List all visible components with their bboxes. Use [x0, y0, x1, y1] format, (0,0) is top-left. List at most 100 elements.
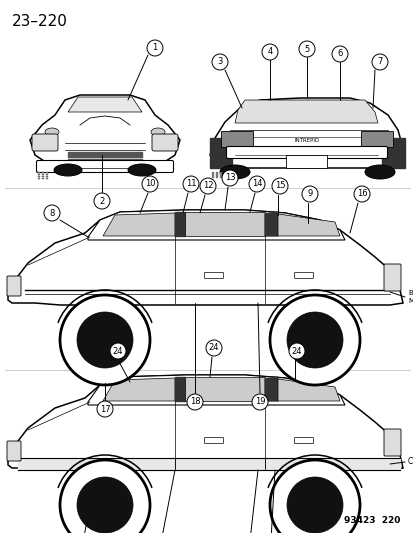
- FancyBboxPatch shape: [152, 134, 178, 151]
- FancyBboxPatch shape: [46, 176, 48, 177]
- Polygon shape: [68, 97, 142, 112]
- Text: 24: 24: [112, 346, 123, 356]
- FancyBboxPatch shape: [42, 178, 44, 179]
- Text: 5: 5: [304, 44, 309, 53]
- Text: 14: 14: [251, 180, 261, 189]
- Text: 24: 24: [208, 343, 219, 352]
- Polygon shape: [68, 152, 142, 157]
- FancyBboxPatch shape: [216, 176, 218, 177]
- Circle shape: [331, 46, 347, 62]
- Polygon shape: [65, 143, 145, 150]
- Circle shape: [269, 460, 359, 533]
- Polygon shape: [277, 379, 339, 401]
- FancyBboxPatch shape: [383, 429, 400, 456]
- Text: 15: 15: [274, 182, 285, 190]
- Circle shape: [211, 54, 228, 70]
- Text: CLADDING: CLADDING: [407, 457, 413, 466]
- Polygon shape: [209, 98, 402, 168]
- FancyBboxPatch shape: [32, 134, 58, 151]
- Circle shape: [142, 176, 158, 192]
- Circle shape: [269, 295, 359, 385]
- FancyBboxPatch shape: [204, 272, 223, 279]
- FancyBboxPatch shape: [360, 131, 392, 147]
- FancyBboxPatch shape: [223, 172, 225, 174]
- Polygon shape: [68, 159, 142, 163]
- Ellipse shape: [128, 164, 156, 176]
- Text: INTREPID: INTREPID: [294, 138, 319, 142]
- FancyBboxPatch shape: [46, 178, 48, 179]
- Ellipse shape: [54, 164, 82, 176]
- Polygon shape: [264, 212, 277, 236]
- FancyBboxPatch shape: [211, 172, 214, 174]
- Circle shape: [301, 186, 317, 202]
- Polygon shape: [277, 214, 339, 236]
- Polygon shape: [8, 210, 402, 305]
- Polygon shape: [18, 458, 399, 470]
- Circle shape: [371, 54, 387, 70]
- Ellipse shape: [151, 128, 165, 136]
- FancyBboxPatch shape: [38, 176, 40, 177]
- Text: 9: 9: [306, 190, 312, 198]
- FancyBboxPatch shape: [286, 155, 327, 167]
- Text: 2: 2: [99, 197, 104, 206]
- Polygon shape: [185, 377, 264, 401]
- Text: 12: 12: [202, 182, 213, 190]
- FancyBboxPatch shape: [38, 174, 40, 175]
- Text: 24: 24: [291, 346, 301, 356]
- Circle shape: [77, 477, 133, 533]
- FancyBboxPatch shape: [46, 174, 48, 175]
- Circle shape: [94, 193, 110, 209]
- FancyBboxPatch shape: [219, 172, 221, 174]
- Polygon shape: [381, 138, 404, 168]
- Ellipse shape: [45, 128, 59, 136]
- Text: 17: 17: [100, 405, 110, 414]
- Circle shape: [187, 394, 202, 410]
- Polygon shape: [103, 378, 175, 401]
- FancyBboxPatch shape: [42, 172, 44, 173]
- Text: 10: 10: [145, 180, 155, 189]
- FancyBboxPatch shape: [383, 264, 400, 291]
- Circle shape: [77, 312, 133, 368]
- Polygon shape: [209, 138, 231, 168]
- Circle shape: [286, 312, 342, 368]
- FancyBboxPatch shape: [294, 438, 313, 443]
- Circle shape: [286, 477, 342, 533]
- Text: 16: 16: [356, 190, 366, 198]
- Polygon shape: [175, 212, 185, 236]
- Ellipse shape: [364, 165, 394, 179]
- Text: 11: 11: [185, 180, 196, 189]
- Polygon shape: [103, 213, 175, 236]
- FancyBboxPatch shape: [36, 160, 173, 173]
- Polygon shape: [8, 375, 402, 470]
- FancyBboxPatch shape: [226, 147, 387, 158]
- Circle shape: [199, 178, 216, 194]
- Polygon shape: [88, 210, 344, 240]
- Text: 6: 6: [337, 50, 342, 59]
- Text: 23–220: 23–220: [12, 14, 68, 29]
- Circle shape: [206, 340, 221, 356]
- Circle shape: [221, 170, 237, 186]
- Circle shape: [298, 41, 314, 57]
- FancyBboxPatch shape: [7, 276, 21, 296]
- Circle shape: [110, 343, 126, 359]
- FancyBboxPatch shape: [38, 178, 40, 179]
- FancyBboxPatch shape: [42, 176, 44, 177]
- Text: 8: 8: [49, 208, 55, 217]
- FancyBboxPatch shape: [223, 174, 225, 175]
- Circle shape: [60, 460, 150, 533]
- FancyBboxPatch shape: [216, 172, 218, 174]
- Circle shape: [288, 343, 304, 359]
- Circle shape: [261, 44, 277, 60]
- Circle shape: [271, 178, 287, 194]
- Circle shape: [353, 186, 369, 202]
- Polygon shape: [235, 100, 377, 123]
- FancyBboxPatch shape: [211, 176, 214, 177]
- FancyBboxPatch shape: [219, 174, 221, 175]
- Text: 7: 7: [376, 58, 382, 67]
- Polygon shape: [264, 377, 277, 401]
- Circle shape: [60, 295, 150, 385]
- Circle shape: [44, 205, 60, 221]
- FancyBboxPatch shape: [7, 441, 21, 461]
- Text: 13: 13: [224, 174, 235, 182]
- FancyBboxPatch shape: [204, 438, 223, 443]
